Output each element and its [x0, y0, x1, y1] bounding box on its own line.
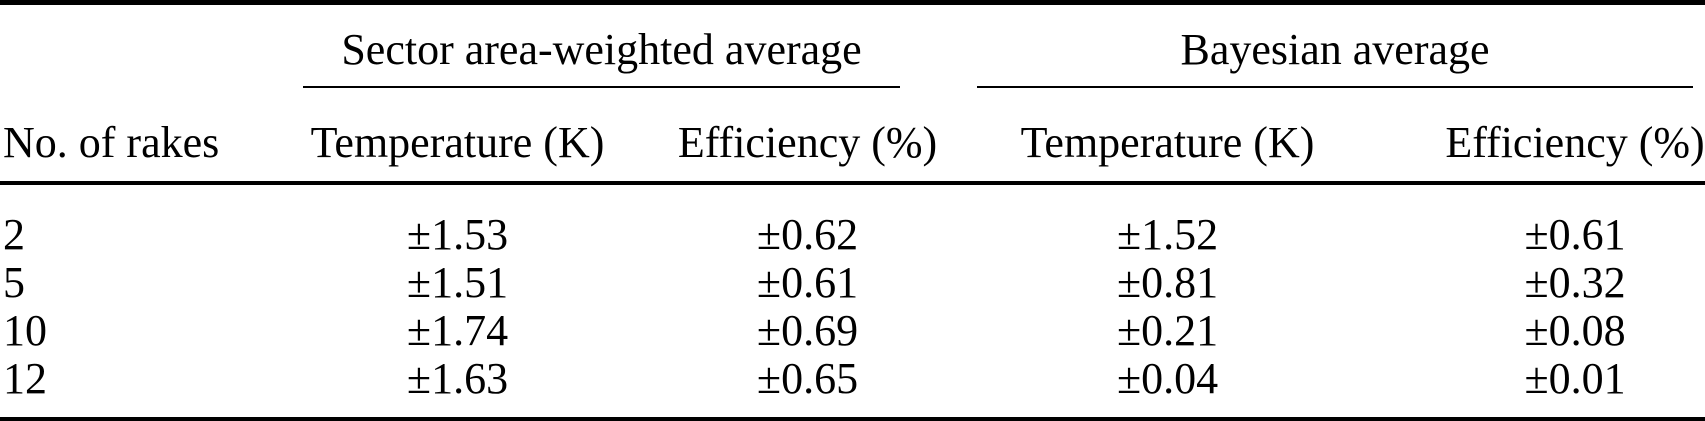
- column-header-rakes: No. of rakes: [0, 88, 295, 185]
- column-header-bayesian-efficiency: Efficiency (%): [1340, 88, 1705, 185]
- column-header-sector-temperature: Temperature (K): [295, 88, 620, 185]
- empty-corner-cell: [0, 3, 295, 89]
- group-header-sector: Sector area-weighted average: [295, 3, 995, 88]
- value-cell: ±0.81: [1116, 258, 1219, 307]
- table-body: 2 ±1.53 ±0.62 ±1.52 ±0.61 5 ±1.51 ±0.61 …: [0, 183, 1705, 419]
- value-cell: ±0.04: [1116, 354, 1219, 403]
- row-header-rakes: 2: [3, 210, 25, 259]
- column-header-sector-efficiency: Efficiency (%): [620, 88, 996, 185]
- table-row: 10 ±1.74 ±0.69 ±0.21 ±0.08: [0, 307, 1705, 355]
- group-underline-sector: Sector area-weighted average: [303, 25, 901, 88]
- value-cell: ±0.69: [756, 306, 859, 355]
- value-cell: ±0.61: [756, 258, 859, 307]
- column-header-row: No. of rakes Temperature (K) Efficiency …: [0, 88, 1705, 185]
- value-cell: ±1.51: [406, 258, 509, 307]
- group-underline-bayesian: Bayesian average: [977, 25, 1694, 88]
- table-row: 12 ±1.63 ±0.65 ±0.04 ±0.01: [0, 355, 1705, 419]
- value-cell: ±0.65: [756, 354, 859, 403]
- value-cell: ±0.01: [1524, 354, 1626, 403]
- value-cell: ±0.08: [1524, 306, 1626, 355]
- value-cell: ±1.63: [406, 354, 509, 403]
- value-cell: ±1.74: [406, 306, 509, 355]
- value-cell: ±0.21: [1116, 306, 1219, 355]
- value-cell: ±1.53: [406, 210, 509, 259]
- row-header-rakes: 12: [3, 354, 47, 403]
- group-label-sector: Sector area-weighted average: [341, 25, 862, 74]
- value-cell: ±0.32: [1524, 258, 1626, 307]
- row-header-rakes: 10: [3, 306, 47, 355]
- group-header-bayesian: Bayesian average: [977, 3, 1705, 88]
- value-cell: ±0.61: [1524, 210, 1626, 259]
- group-header-row: Sector area-weighted average Bayesian av…: [0, 3, 1705, 89]
- table-row: 5 ±1.51 ±0.61 ±0.81 ±0.32: [0, 259, 1705, 307]
- row-header-rakes: 5: [3, 258, 25, 307]
- table-header: Sector area-weighted average Bayesian av…: [0, 3, 1705, 185]
- value-cell: ±0.62: [756, 210, 859, 259]
- value-cell: ±1.52: [1116, 210, 1219, 259]
- table-row: 2 ±1.53 ±0.62 ±1.52 ±0.61: [0, 183, 1705, 259]
- group-label-bayesian: Bayesian average: [1180, 25, 1490, 74]
- column-header-bayesian-temperature: Temperature (K): [995, 88, 1341, 185]
